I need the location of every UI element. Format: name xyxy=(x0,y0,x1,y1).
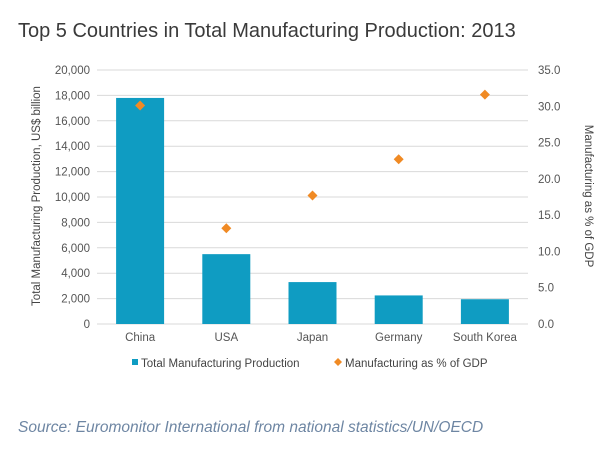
source-note: Source: Euromonitor International from n… xyxy=(18,419,483,436)
y2-axis-label: Manufacturing as % of GDP xyxy=(582,125,594,268)
y-tick-label: 18,000 xyxy=(55,90,90,102)
bar xyxy=(460,299,509,324)
x-tick-label: China xyxy=(125,332,156,344)
y-tick-label: 16,000 xyxy=(55,116,90,128)
y2-tick-label: 20.0 xyxy=(538,174,560,186)
bar xyxy=(116,97,165,324)
y2-axis-ticks: 0.0 5.0 10.0 15.0 20.0 25.0 30.0 35.0 xyxy=(538,65,560,331)
y-axis-ticks: 0 2,000 4,000 6,000 8,000 10,000 12,000 14,000 1… xyxy=(55,65,90,331)
bar xyxy=(202,254,251,324)
x-tick-label: USA xyxy=(214,332,238,344)
y2-tick-label: 30.0 xyxy=(538,101,560,113)
y-tick-label: 6,000 xyxy=(61,243,90,255)
y2-tick-label: 35.0 xyxy=(538,65,560,77)
y-tick-label: 2,000 xyxy=(61,294,90,306)
y-tick-label: 20,000 xyxy=(55,65,90,77)
y-tick-label: 0 xyxy=(84,319,90,331)
y2-tick-label: 0.0 xyxy=(538,319,554,331)
x-tick-label: Germany xyxy=(375,332,423,344)
data-point xyxy=(135,100,146,111)
legend-point-swatch xyxy=(334,358,342,366)
x-tick-label: South Korea xyxy=(453,332,518,344)
y2-tick-label: 10.0 xyxy=(538,246,560,258)
legend-bar-swatch xyxy=(132,359,138,365)
bars-layer xyxy=(116,97,509,324)
y2-tick-label: 5.0 xyxy=(538,283,554,295)
chart-title: Top 5 Countries in Total Manufacturing P… xyxy=(18,20,516,42)
y-tick-label: 10,000 xyxy=(55,192,90,204)
y-tick-label: 8,000 xyxy=(61,217,90,229)
data-point xyxy=(307,190,318,201)
bar xyxy=(288,282,337,324)
bar xyxy=(374,295,423,324)
legend: Total Manufacturing Production Manufactu… xyxy=(132,358,488,370)
data-point xyxy=(393,154,404,165)
y-tick-label: 12,000 xyxy=(55,167,90,179)
legend-point-label: Manufacturing as % of GDP xyxy=(345,358,488,370)
y-tick-label: 14,000 xyxy=(55,141,90,153)
legend-bar-label: Total Manufacturing Production xyxy=(141,358,300,370)
data-point xyxy=(221,223,232,234)
y2-tick-label: 15.0 xyxy=(538,210,560,222)
x-tick-label: Japan xyxy=(297,332,328,344)
y-tick-label: 4,000 xyxy=(61,268,90,280)
points-layer xyxy=(135,89,490,234)
data-point xyxy=(479,89,490,100)
y-axis-label: Total Manufacturing Production, US$ bill… xyxy=(31,86,43,306)
y2-tick-label: 25.0 xyxy=(538,138,560,150)
x-axis-ticks: China USA Japan Germany South Korea xyxy=(125,332,517,344)
